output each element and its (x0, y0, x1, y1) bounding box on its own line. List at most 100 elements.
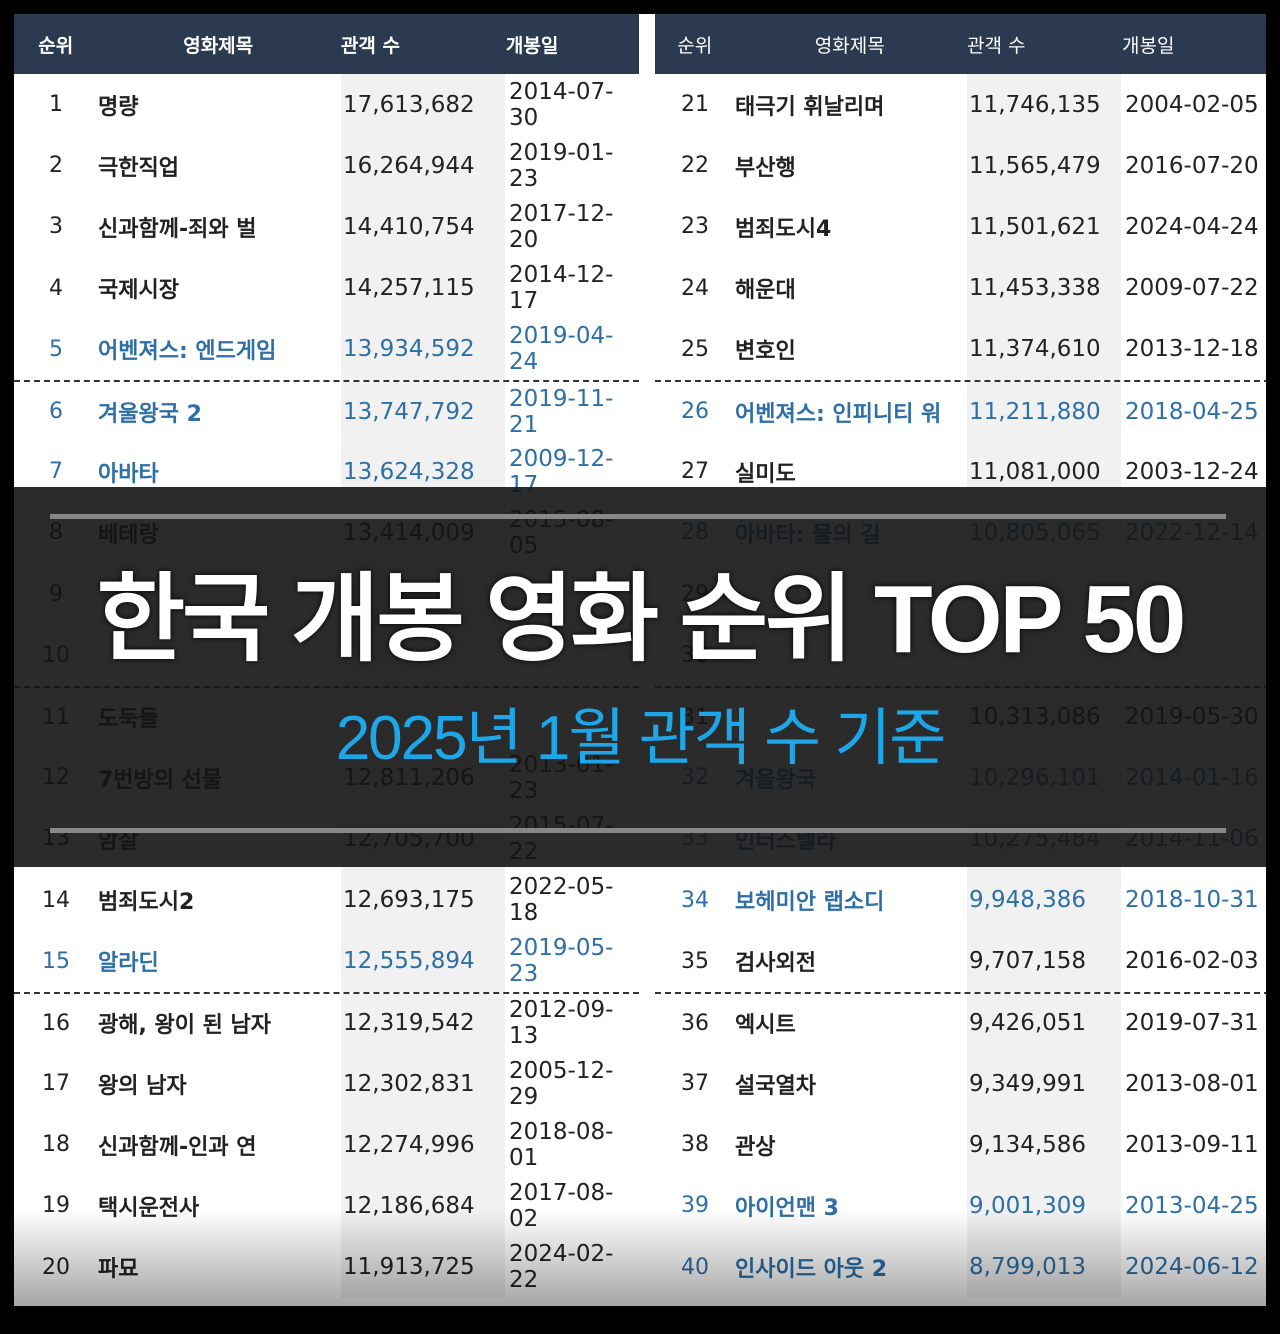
title-cell: 신과함께-인과 연 (98, 1128, 341, 1161)
rank-cell: 14 (42, 887, 70, 913)
table-row: 38 관상 9,134,586 2013-09-11 (655, 1114, 1266, 1176)
table-row: 2 극한직업 16,264,944 2019-01-23 (14, 135, 639, 197)
rank-cell: 17 (42, 1071, 70, 1097)
rank-cell: 21 (681, 92, 709, 118)
table-row: 6 겨울왕국 2 13,747,792 2019-11-21 (14, 379, 639, 442)
date-cell: 2005-12-29 (509, 1057, 614, 1110)
table-row: 16 광해, 왕이 된 남자 12,319,542 2012-09-13 (14, 991, 639, 1053)
title-banner: 한국 개봉 영화 순위 TOP 50 2025년 1월 관객 수 기준 (14, 487, 1266, 867)
title-cell: 알라딘 (98, 945, 341, 978)
table-row: 37 설국열차 9,349,991 2013-08-01 (655, 1053, 1266, 1115)
title-cell: 범죄도시4 (735, 216, 832, 242)
date-cell: 2012-09-13 (509, 997, 614, 1050)
audience-cell: 12,555,894 (341, 930, 505, 992)
rank-cell: 27 (681, 459, 709, 485)
header-title: 영화제목 (183, 34, 254, 57)
title-cell: 범죄도시2 (98, 884, 341, 917)
table-row: 17 왕의 남자 12,302,831 2005-12-29 (14, 1053, 639, 1115)
title-cell: 보헤미안 랩소디 (735, 890, 885, 916)
audience-cell: 11,565,479 (967, 135, 1121, 197)
rank-cell: 6 (49, 399, 63, 425)
audience-cell: 17,613,682 (341, 74, 505, 136)
title-cell: 어벤져스: 엔드게임 (98, 333, 341, 366)
table-header: 순위 영화제목 관객 수 개봉일 (655, 14, 1266, 74)
title-cell: 엑시트 (735, 1013, 796, 1039)
table-divider (652, 14, 655, 74)
table-row: 21 태극기 휘날리며 11,746,135 2004-02-05 (655, 74, 1266, 136)
title-cell: 실미도 (735, 461, 796, 487)
audience-cell: 11,913,725 (341, 1236, 505, 1298)
table-row: 15 알라딘 12,555,894 2019-05-23 (14, 930, 639, 992)
table-row: 23 범죄도시4 11,501,621 2024-04-24 (655, 196, 1266, 258)
banner-top-rule (50, 514, 1226, 519)
date-cell: 2013-04-25 (1125, 1192, 1259, 1219)
audience-cell: 9,707,158 (967, 930, 1121, 992)
rank-cell: 20 (14, 1255, 98, 1280)
table-header: 순위 영화제목 관객 수 개봉일 (14, 14, 639, 74)
date-cell: 2013-08-01 (1125, 1070, 1259, 1097)
date-cell: 2016-07-20 (1125, 152, 1259, 179)
audience-cell: 14,410,754 (341, 196, 505, 258)
header-audience: 관객 수 (967, 34, 1026, 57)
date-cell: 2024-02-22 (505, 1241, 639, 1293)
rank-cell: 3 (49, 214, 63, 240)
rank-cell: 2 (49, 153, 63, 179)
rank-cell: 39 (681, 1193, 709, 1219)
date-cell: 2019-11-21 (509, 385, 614, 438)
rank-cell: 40 (655, 1255, 735, 1280)
header-title: 영화제목 (814, 34, 885, 57)
audience-cell: 11,211,880 (967, 381, 1121, 442)
audience-cell: 12,693,175 (341, 869, 505, 931)
title-cell: 태극기 휘날리며 (735, 94, 885, 120)
audience-cell: 16,264,944 (341, 135, 505, 197)
audience-cell: 14,257,115 (341, 257, 505, 319)
date-cell: 2003-12-24 (1125, 458, 1259, 485)
title-cell: 극한직업 (98, 149, 341, 182)
date-cell: 2019-04-24 (509, 323, 614, 376)
table-row: 14 범죄도시2 12,693,175 2022-05-18 (14, 869, 639, 931)
title-cell: 설국열차 (735, 1073, 816, 1099)
rank-cell: 25 (681, 336, 709, 362)
audience-cell: 11,501,621 (967, 196, 1121, 258)
header-rank: 순위 (38, 34, 74, 57)
table-row: 5 어벤져스: 엔드게임 13,934,592 2019-04-24 (14, 318, 639, 380)
date-cell: 2009-07-22 (1125, 275, 1259, 302)
table-row: 4 국제시장 14,257,115 2014-12-17 (14, 257, 639, 319)
banner-headline: 한국 개봉 영화 순위 TOP 50 (96, 566, 1187, 673)
rank-cell: 4 (49, 275, 63, 301)
audience-cell: 12,186,684 (341, 1175, 505, 1237)
date-cell: 2016-02-03 (1125, 948, 1259, 975)
date-cell: 2019-07-31 (1125, 1010, 1259, 1037)
date-cell: 2018-04-25 (1125, 398, 1259, 425)
title-cell: 어벤져스: 인피니티 워 (735, 401, 942, 427)
rank-cell: 35 (681, 948, 709, 974)
rank-cell: 22 (681, 153, 709, 179)
table-row: 3 신과함께-죄와 벌 14,410,754 2017-12-20 (14, 196, 639, 258)
title-cell: 택시운전사 (98, 1189, 341, 1222)
audience-cell: 11,453,338 (967, 257, 1121, 319)
rank-cell: 24 (681, 275, 709, 301)
rank-cell: 15 (42, 948, 70, 974)
table-row: 22 부산행 11,565,479 2016-07-20 (655, 135, 1266, 197)
audience-cell: 8,799,013 (967, 1236, 1121, 1298)
table-row: 24 해운대 11,453,338 2009-07-22 (655, 257, 1266, 319)
rank-cell: 26 (681, 399, 709, 425)
title-cell: 부산행 (735, 155, 796, 181)
table-row: 1 명량 17,613,682 2014-07-30 (14, 74, 639, 136)
audience-cell: 12,302,831 (341, 1053, 505, 1115)
rank-cell: 16 (42, 1010, 70, 1036)
header-rank: 순위 (677, 34, 713, 57)
title-cell: 변호인 (735, 339, 796, 365)
rank-cell: 38 (681, 1132, 709, 1158)
audience-cell: 12,319,542 (341, 993, 505, 1053)
date-cell: 2019-05-23 (509, 935, 614, 988)
title-cell: 국제시장 (98, 272, 341, 305)
audience-cell: 11,746,135 (967, 74, 1121, 136)
title-cell: 광해, 왕이 된 남자 (98, 1007, 341, 1040)
date-cell: 2014-12-17 (509, 262, 614, 315)
table-row: 18 신과함께-인과 연 12,274,996 2018-08-01 (14, 1114, 639, 1176)
date-cell: 2018-08-01 (509, 1118, 614, 1171)
rank-cell: 18 (42, 1132, 70, 1158)
table-row: 26 어벤져스: 인피니티 워 11,211,880 2018-04-25 (655, 379, 1266, 442)
